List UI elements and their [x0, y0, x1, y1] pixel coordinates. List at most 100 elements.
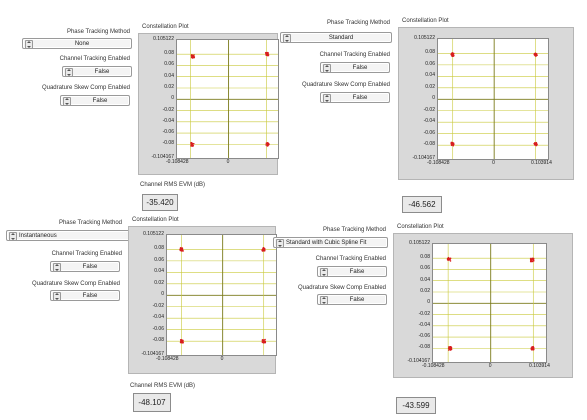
- x-tick-label: 0: [488, 363, 492, 369]
- y-tick-label: -0.06: [418, 333, 430, 340]
- quadrature-skew-comp-label: Quadrature Skew Comp Enabled: [301, 82, 390, 88]
- x-tick-label: 0.103914: [529, 363, 550, 369]
- y-tick-label: 0: [171, 95, 174, 102]
- quadrature-skew-comp-select[interactable]: False: [50, 290, 120, 301]
- phase-tracking-method-select[interactable]: Standard with Cubic Spline Fit: [273, 237, 388, 248]
- constellation-point: [266, 142, 269, 144]
- spin-arrows-icon[interactable]: [53, 263, 61, 272]
- y-tick-label: 0.04: [425, 72, 435, 79]
- phase-tracking-method-select[interactable]: Instantaneous: [6, 230, 132, 241]
- constellation-plot-title: Constellation Plot: [397, 224, 444, 230]
- constellation-point: [534, 55, 537, 57]
- constellation-point: [534, 142, 536, 145]
- quadrature-skew-comp-label: Quadrature Skew Comp Enabled: [41, 85, 130, 91]
- constellation-point: [534, 143, 536, 146]
- y-tick-label: -0.02: [162, 106, 174, 113]
- constellation-point: [193, 56, 195, 58]
- phase-tracking-method-label: Phase Tracking Method: [66, 29, 130, 35]
- x-tick-label: -0.108428: [166, 159, 189, 165]
- constellation-point: [261, 250, 264, 252]
- y-tick-label: -0.08: [152, 337, 164, 344]
- y-tick-label: 0.04: [154, 268, 164, 275]
- channel-tracking-enabled-label: Channel Tracking Enabled: [59, 56, 130, 62]
- y-tick-label: -0.04: [423, 118, 435, 125]
- constellation-point: [532, 257, 535, 260]
- x-tick-label: -0.108428: [427, 160, 450, 166]
- y-tick-label: 0.06: [425, 60, 435, 67]
- spin-arrows-icon[interactable]: [276, 239, 284, 248]
- channel-rms-evm-label: Channel RMS EVM (dB): [130, 383, 196, 389]
- constellation-plot-title: Constellation Plot: [402, 18, 449, 24]
- quadrature-skew-comp-select[interactable]: False: [320, 92, 390, 103]
- constellation-svg: [433, 244, 546, 362]
- y-tick-label: -0.08: [162, 140, 174, 147]
- constellation-point: [191, 57, 194, 59]
- constellation-point: [450, 144, 453, 147]
- spin-arrows-icon[interactable]: [65, 68, 73, 77]
- y-tick-label: 0.06: [154, 256, 164, 263]
- quadrature-skew-comp-select[interactable]: False: [317, 294, 387, 305]
- y-tick-label: -0.04: [162, 117, 174, 124]
- y-tick-label: 0.08: [164, 50, 174, 57]
- constellation-point: [536, 54, 538, 57]
- constellation-point: [179, 341, 182, 344]
- constellation-point: [449, 260, 452, 262]
- spin-arrows-icon[interactable]: [53, 292, 61, 301]
- constellation-svg: [438, 39, 548, 159]
- constellation-plot-frame: 0.105122 0.08 0.06 0.04 0.02 0 -0.02 -0.04 -0.06…: [128, 226, 277, 374]
- constellation-plot-frame: 0.105122 0.08 0.06 0.04 0.02 0 -0.02 -0.04 -0.06…: [138, 33, 279, 175]
- constellation-point: [530, 260, 533, 263]
- y-tick-label: -0.06: [152, 325, 164, 332]
- channel-rms-evm-value: -46.562: [402, 196, 442, 213]
- phase-tracking-method-select[interactable]: None: [22, 38, 132, 49]
- constellation-point: [452, 52, 454, 55]
- y-tick-label: -0.104167: [412, 155, 435, 161]
- constellation-point: [448, 258, 451, 260]
- y-tick-label: -0.04: [152, 314, 164, 321]
- constellation-point: [261, 341, 264, 343]
- x-tick-label: 0.103914: [531, 160, 552, 166]
- constellation-plot-area: [432, 243, 547, 363]
- spin-arrows-icon[interactable]: [25, 40, 33, 49]
- constellation-point: [266, 52, 269, 54]
- constellation-plot-area: [166, 234, 277, 356]
- y-tick-label: 0.04: [164, 72, 174, 79]
- x-tick-label: 0: [492, 160, 495, 166]
- spin-arrows-icon[interactable]: [323, 94, 331, 103]
- spin-arrows-icon[interactable]: [9, 232, 17, 241]
- spin-arrows-icon[interactable]: [320, 296, 328, 305]
- constellation-point: [448, 349, 450, 351]
- constellation-point: [447, 259, 450, 261]
- constellation-point: [532, 348, 535, 351]
- channel-tracking-enabled-select[interactable]: False: [317, 266, 387, 277]
- channel-tracking-enabled-select[interactable]: False: [320, 62, 390, 73]
- phase-tracking-method-select[interactable]: Standard: [280, 32, 392, 43]
- spin-arrows-icon[interactable]: [323, 64, 331, 73]
- constellation-point: [191, 55, 194, 58]
- channel-rms-evm-value: -35.420: [142, 194, 178, 211]
- constellation-point: [533, 53, 536, 56]
- constellation-point: [262, 339, 265, 341]
- quadrature-skew-comp-select[interactable]: False: [60, 95, 130, 106]
- spin-arrows-icon[interactable]: [63, 97, 71, 106]
- constellation-point: [263, 249, 266, 251]
- constellation-point: [192, 143, 194, 145]
- x-tick-label: 0: [220, 356, 224, 362]
- constellation-point: [182, 341, 184, 343]
- constellation-point: [191, 54, 194, 57]
- channel-tracking-enabled-select[interactable]: False: [62, 66, 132, 77]
- constellation-point: [180, 249, 183, 251]
- spin-arrows-icon[interactable]: [320, 268, 328, 277]
- spin-arrows-icon[interactable]: [283, 34, 291, 43]
- constellation-point: [190, 144, 193, 147]
- constellation-point: [452, 142, 455, 145]
- y-tick-label: 0.02: [420, 287, 430, 294]
- y-tick-label: 0.08: [420, 254, 430, 261]
- phase-tracking-method-label: Phase Tracking Method: [58, 220, 122, 226]
- y-tick-label: -0.06: [162, 129, 174, 136]
- y-tick-label: -0.104167: [407, 358, 430, 364]
- channel-tracking-enabled-select[interactable]: False: [50, 261, 120, 272]
- constellation-point: [261, 339, 264, 341]
- y-tick-label: 0.02: [425, 83, 435, 90]
- y-tick-label: 0.105122: [409, 240, 430, 246]
